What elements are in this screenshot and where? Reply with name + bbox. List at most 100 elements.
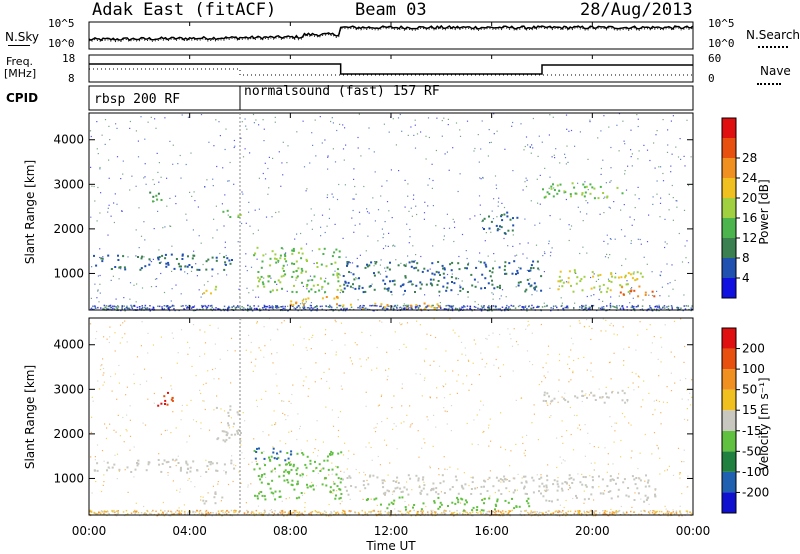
ground-echo bbox=[482, 512, 484, 514]
echo-speckle bbox=[603, 197, 605, 199]
echo-speckle bbox=[549, 416, 551, 418]
echo-speckle bbox=[248, 463, 250, 465]
power-colorbar-label: Power [dB] bbox=[757, 179, 771, 244]
echo-cell bbox=[500, 226, 503, 229]
ground-echo bbox=[183, 308, 185, 310]
echo-speckle bbox=[427, 117, 430, 119]
echo-speckle bbox=[436, 117, 438, 119]
ground-echo bbox=[673, 512, 676, 515]
echo-speckle bbox=[614, 238, 616, 240]
ground-echo bbox=[316, 305, 318, 307]
echo-cell bbox=[202, 499, 205, 502]
echo-speckle bbox=[579, 252, 581, 255]
echo-speckle bbox=[419, 373, 421, 375]
echo-speckle bbox=[630, 288, 632, 290]
echo-speckle bbox=[344, 442, 346, 444]
echo-speckle bbox=[459, 284, 461, 286]
echo-speckle bbox=[89, 130, 92, 132]
echo-cell bbox=[471, 481, 474, 484]
echo-cell bbox=[410, 304, 412, 307]
echo-cell bbox=[223, 256, 226, 259]
echo-speckle bbox=[297, 413, 299, 415]
echo-speckle bbox=[489, 418, 491, 420]
echo-cell bbox=[609, 475, 612, 478]
ground-echo bbox=[512, 305, 514, 307]
ground-echo bbox=[557, 509, 560, 512]
ground-echo bbox=[458, 310, 460, 312]
echo-cell bbox=[458, 268, 461, 271]
echo-cell bbox=[178, 265, 181, 268]
echo-cell bbox=[483, 485, 485, 488]
echo-cell bbox=[164, 403, 166, 405]
echo-cell bbox=[277, 456, 280, 459]
freq-label: Freq. bbox=[6, 55, 34, 68]
echo-cell bbox=[284, 255, 287, 258]
echo-speckle bbox=[620, 456, 622, 458]
x-tick-label: 04:00 bbox=[172, 524, 207, 538]
echo-cell bbox=[464, 483, 467, 486]
echo-speckle bbox=[283, 320, 285, 322]
echo-speckle bbox=[411, 423, 413, 425]
echo-cell bbox=[422, 487, 425, 490]
echo-speckle bbox=[573, 414, 576, 416]
echo-speckle bbox=[92, 400, 94, 402]
echo-speckle bbox=[316, 420, 318, 422]
echo-cell bbox=[422, 476, 425, 479]
echo-speckle bbox=[633, 271, 635, 273]
echo-speckle bbox=[244, 420, 246, 422]
ground-echo bbox=[567, 307, 569, 309]
ground-echo bbox=[373, 509, 375, 512]
date-title: 28/Aug/2013 bbox=[580, 0, 693, 20]
echo-cell bbox=[617, 391, 620, 394]
echo-cell bbox=[615, 482, 617, 485]
echo-speckle bbox=[561, 302, 563, 304]
echo-cell bbox=[364, 290, 367, 293]
echo-cell bbox=[459, 286, 462, 289]
echo-speckle bbox=[468, 485, 470, 487]
velocity-colorbar-label: Velocity [m s⁻¹] bbox=[757, 377, 771, 470]
echo-speckle bbox=[180, 329, 183, 331]
ground-echo bbox=[125, 307, 128, 309]
ground-echo bbox=[452, 305, 455, 307]
echo-cell bbox=[491, 279, 493, 282]
echo-speckle bbox=[377, 209, 380, 211]
echo-speckle bbox=[493, 133, 495, 135]
echo-speckle bbox=[533, 413, 535, 415]
echo-speckle bbox=[449, 393, 451, 395]
echo-speckle bbox=[504, 449, 507, 451]
echo-cell bbox=[230, 459, 233, 462]
ground-echo bbox=[410, 307, 413, 310]
echo-speckle bbox=[303, 166, 306, 168]
echo-speckle bbox=[570, 129, 573, 132]
echo-cell bbox=[533, 287, 536, 290]
echo-speckle bbox=[382, 237, 384, 239]
echo-speckle bbox=[181, 410, 183, 412]
echo-speckle bbox=[576, 414, 578, 417]
echo-speckle bbox=[218, 121, 220, 123]
echo-speckle bbox=[548, 134, 550, 136]
echo-speckle bbox=[592, 376, 594, 378]
ground-echo bbox=[359, 305, 362, 307]
echo-speckle bbox=[597, 446, 600, 448]
echo-speckle bbox=[187, 116, 189, 118]
echo-speckle bbox=[610, 167, 612, 169]
ground-echo bbox=[342, 513, 345, 515]
echo-speckle bbox=[429, 396, 431, 398]
ground-echo bbox=[264, 510, 266, 512]
echo-cell bbox=[483, 217, 486, 220]
echo-speckle bbox=[547, 404, 549, 406]
echo-speckle bbox=[493, 364, 495, 366]
echo-speckle bbox=[416, 133, 419, 135]
echo-speckle bbox=[147, 121, 149, 123]
ground-echo bbox=[658, 307, 660, 309]
echo-speckle bbox=[614, 422, 616, 424]
echo-speckle bbox=[328, 208, 331, 210]
echo-cell bbox=[274, 498, 277, 501]
ground-echo bbox=[201, 512, 203, 514]
echo-speckle bbox=[409, 405, 411, 407]
ground-echo bbox=[552, 305, 555, 307]
ground-echo bbox=[550, 309, 552, 312]
echo-cell bbox=[498, 266, 501, 269]
echo-speckle bbox=[587, 432, 589, 434]
echo-cell bbox=[221, 496, 224, 499]
